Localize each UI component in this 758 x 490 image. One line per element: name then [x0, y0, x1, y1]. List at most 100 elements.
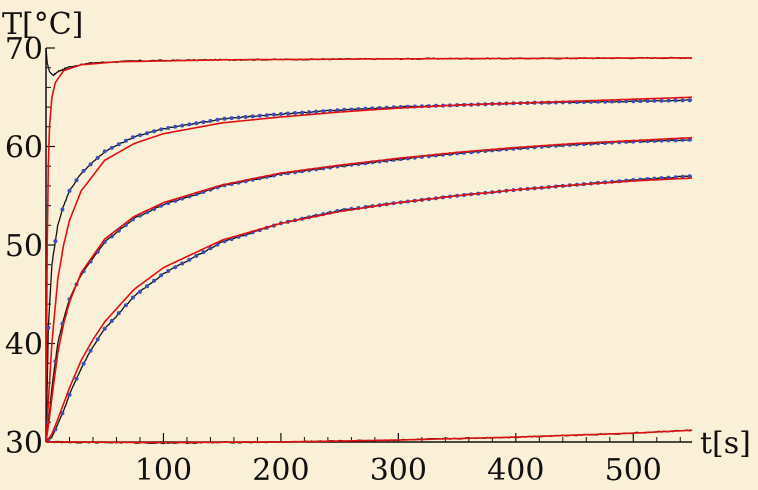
fit-line: [45, 136, 693, 443]
data-point: [687, 174, 692, 179]
data-point: [278, 112, 283, 116]
data-point: [208, 246, 213, 251]
data-point: [307, 110, 312, 115]
data-point: [187, 257, 192, 262]
data-point: [201, 250, 206, 255]
series-2: [45, 96, 693, 443]
data-point: [215, 117, 220, 122]
data-point: [229, 116, 234, 121]
data-point: [123, 138, 128, 143]
data-point: [645, 99, 650, 103]
data-point: [335, 108, 340, 113]
series-layer: [45, 47, 693, 445]
data-point: [638, 99, 643, 104]
data-point: [652, 98, 657, 103]
data-point: [687, 98, 692, 103]
data-point: [687, 137, 692, 142]
data-point: [166, 126, 171, 130]
data-point: [208, 118, 213, 123]
measured-line: [45, 99, 693, 443]
data-point: [680, 98, 685, 103]
data-point: [74, 178, 79, 183]
data-point: [138, 133, 142, 138]
data-point: [74, 376, 79, 381]
x-tick-label: 200: [252, 453, 309, 488]
data-point: [166, 269, 171, 273]
data-point: [180, 261, 185, 266]
data-point: [81, 168, 86, 173]
fit-line: [46, 429, 693, 444]
plot-area: 100 200 300 400 500 30 40 50 60 70: [5, 32, 693, 488]
data-point: [666, 98, 671, 103]
data-point: [116, 142, 121, 147]
data-point: [300, 110, 305, 115]
y-tick-label: 50: [5, 229, 43, 264]
y-tick-label: 70: [5, 32, 43, 67]
data-point: [123, 303, 128, 308]
data-point: [173, 265, 178, 270]
data-point: [88, 162, 93, 167]
measured-line: [45, 138, 693, 443]
x-tick-label: 300: [370, 453, 427, 488]
y-tick-label: 40: [5, 328, 43, 363]
data-point: [88, 348, 93, 353]
data-point: [60, 207, 65, 212]
x-tick-label: 500: [605, 453, 662, 488]
data-point: [187, 122, 192, 127]
data-point: [95, 155, 100, 160]
data-point: [159, 273, 164, 278]
data-point: [243, 115, 248, 119]
data-point: [194, 253, 199, 258]
data-point: [271, 112, 276, 117]
y-ticks: 30 40 50 60 70: [5, 32, 55, 461]
data-point: [180, 123, 185, 128]
data-point: [257, 113, 262, 118]
data-point: [116, 311, 121, 316]
data-point: [102, 149, 107, 154]
y-axis-label: T[°C]: [2, 7, 83, 42]
data-point: [194, 121, 199, 126]
x-tick-label: 100: [135, 453, 192, 488]
series-3: [45, 136, 693, 443]
y-tick-label: 30: [5, 426, 43, 461]
measured-line: [45, 175, 693, 443]
data-point: [60, 411, 65, 416]
data-point: [328, 108, 333, 113]
data-point: [659, 98, 664, 103]
data-point: [264, 113, 269, 118]
x-axis-label: t[s]: [700, 426, 751, 461]
data-point: [286, 111, 290, 116]
fit-line: [45, 57, 692, 443]
data-point: [236, 115, 241, 120]
data-point: [321, 109, 326, 114]
data-point: [81, 361, 86, 366]
x-ticks: 100 200 300 400 500: [68, 433, 681, 488]
fit-line: [45, 96, 692, 443]
data-point: [145, 131, 149, 136]
fit-line: [45, 177, 693, 443]
data-point: [314, 109, 319, 114]
series-5: [46, 429, 693, 445]
data-point: [67, 392, 72, 397]
series-4: [45, 174, 693, 443]
data-point: [109, 145, 114, 150]
data-point: [53, 239, 58, 244]
data-point: [138, 289, 142, 294]
data-point: [145, 284, 149, 289]
y-tick-label: 60: [5, 131, 43, 166]
x-tick-label: 400: [487, 453, 544, 488]
data-point: [67, 188, 72, 193]
data-point: [102, 326, 107, 331]
data-point: [173, 124, 178, 129]
data-point: [109, 318, 114, 323]
data-point: [95, 337, 100, 342]
data-point: [201, 120, 206, 125]
data-point: [130, 295, 135, 300]
data-point: [631, 99, 636, 104]
data-point: [342, 107, 347, 112]
data-point: [130, 135, 135, 140]
series-1: [45, 47, 693, 443]
data-point: [152, 129, 157, 134]
data-point: [293, 111, 297, 115]
